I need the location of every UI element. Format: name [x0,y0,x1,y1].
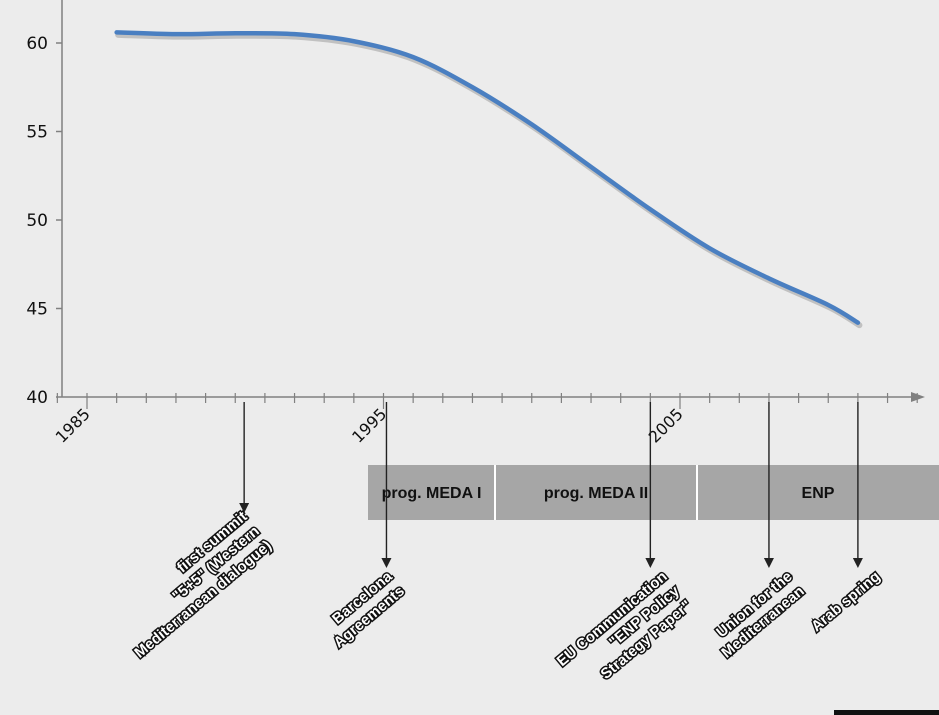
event-label: first summit"5+5" (WesternMediterranean … [107,508,275,662]
events-layer: first summit"5+5" (WesternMediterranean … [107,402,885,699]
event-label: BarcelonaAgreements [318,568,408,652]
series-layer [114,30,863,329]
program-band [697,465,939,520]
y-tick-label: 60 [26,34,48,54]
event-label-line: Arab spring [808,568,883,635]
band-label: ENP [802,485,835,502]
corner-bar [834,710,939,715]
y-axis: 40 45 50 55 60 [26,0,63,408]
band-label: prog. MEDA II [544,485,648,502]
y-tick-label: 50 [26,211,48,231]
event-label: EU Communication"ENP PolicyStrategy Pape… [554,568,696,699]
program-bands: prog. MEDA I prog. MEDA II ENP [368,465,939,520]
band-label: prog. MEDA I [382,485,482,502]
y-tick-label: 40 [26,388,48,408]
y-tick-label: 45 [26,300,48,320]
series-line [114,30,861,325]
event-label: Union for theMediterranean [706,568,808,661]
x-axis: 1985 1995 2005 [52,392,925,447]
event-label: Arab spring [808,568,883,635]
x-tick-label: 1985 [52,404,94,446]
series-line-shadow [115,31,863,329]
program-band [495,465,697,520]
y-tick-label: 55 [26,123,48,143]
program-band [368,465,495,520]
x-tick-label: 1995 [348,404,390,446]
